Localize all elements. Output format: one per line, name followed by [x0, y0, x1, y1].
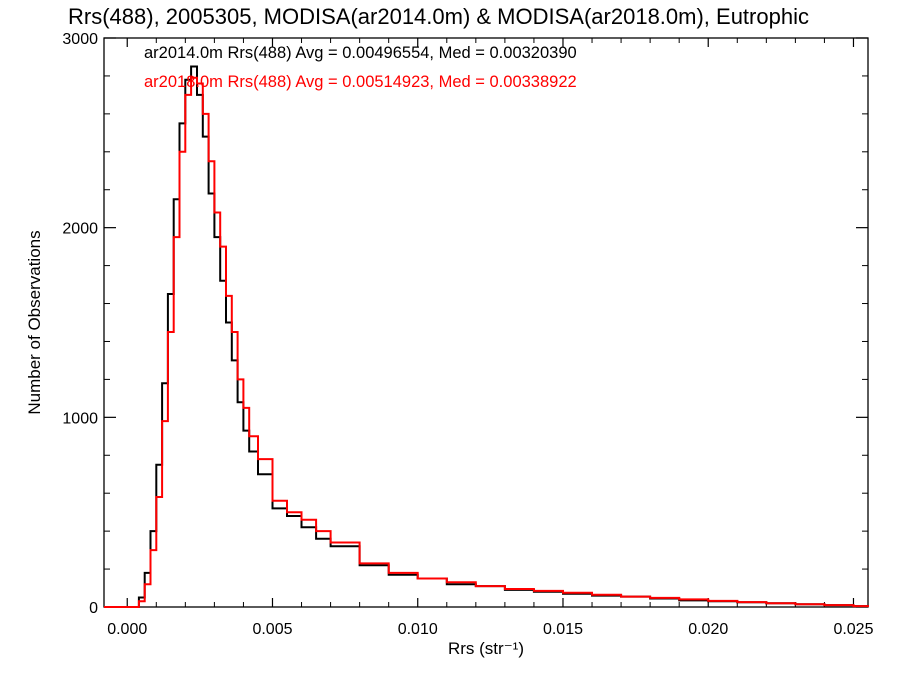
y-tick-label: 0: [89, 600, 98, 617]
series-line-2: [104, 76, 869, 608]
x-tick-label: 0.005: [252, 621, 292, 638]
legend-entry-1: ar2014.0m Rrs(488) Avg = 0.00496554, Med…: [144, 44, 577, 62]
series-line-1: [104, 65, 869, 608]
x-axis-label: Rrs (str⁻¹): [448, 639, 524, 658]
series-layer: [104, 65, 869, 608]
y-tick-label: 2000: [62, 221, 98, 238]
x-tick-label: 0.015: [543, 621, 583, 638]
x-tick-label: 0.010: [398, 621, 438, 638]
x-tick-label: 0.020: [688, 621, 728, 638]
plot-frame: [103, 37, 869, 608]
y-axis-label: Number of Observations: [25, 230, 44, 414]
axis-ticks: 0.000 0.005 0.010 0.015 0.020 0.025 0 1000 2000 3…: [62, 31, 873, 638]
y-tick-label: 3000: [62, 31, 98, 48]
y-tick-label: 1000: [62, 410, 98, 427]
chart-title: Rrs(488), 2005305, MODISA(ar2014.0m) & M…: [68, 4, 809, 29]
x-tick-label: 0.025: [833, 621, 873, 638]
legend: ar2014.0m Rrs(488) Avg = 0.00496554, Med…: [144, 44, 577, 91]
x-tick-label: 0.000: [107, 621, 147, 638]
legend-entry-2: ar2018.0m Rrs(488) Avg = 0.00514923, Med…: [144, 73, 577, 91]
